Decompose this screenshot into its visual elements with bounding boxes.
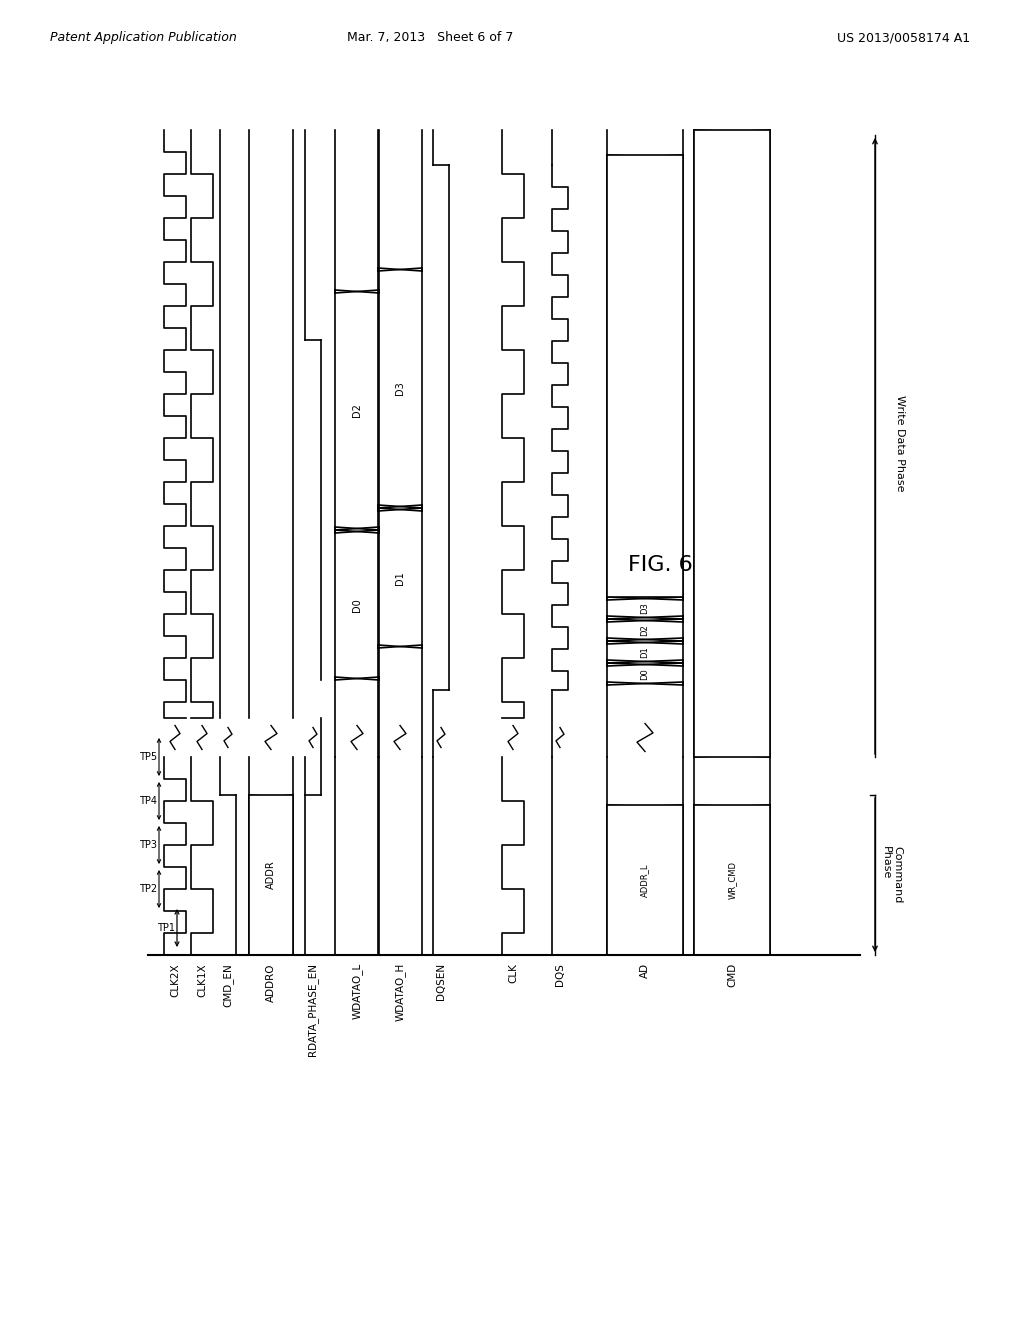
Text: TP4: TP4 — [139, 796, 157, 807]
Bar — [607, 154, 683, 597]
Text: TP1: TP1 — [157, 923, 175, 933]
Text: CMD: CMD — [727, 964, 737, 987]
Text: DQSEN: DQSEN — [436, 964, 446, 1001]
Text: D2: D2 — [640, 624, 649, 636]
Text: WDATAO_L: WDATAO_L — [351, 964, 362, 1019]
Bar — [694, 805, 770, 954]
Bar — [249, 795, 293, 954]
Text: CLK: CLK — [508, 964, 518, 983]
Text: ADDR: ADDR — [266, 861, 276, 890]
Text: D3: D3 — [395, 381, 406, 395]
Bar — [694, 129, 770, 756]
Bar — [694, 805, 770, 954]
Text: DQS: DQS — [555, 964, 565, 986]
Text: Command
Phase: Command Phase — [881, 846, 902, 904]
Text: TP5: TP5 — [139, 752, 157, 762]
Bar — [249, 795, 293, 954]
Text: CLK1X: CLK1X — [197, 964, 207, 997]
Bar — [694, 129, 770, 756]
Bar — [607, 805, 683, 954]
Text: D1: D1 — [395, 572, 406, 585]
Text: TP2: TP2 — [139, 884, 157, 894]
Text: D3: D3 — [640, 602, 649, 614]
Text: CMD_EN: CMD_EN — [222, 964, 233, 1007]
Text: D0: D0 — [640, 668, 649, 680]
Text: WR_CMD: WR_CMD — [727, 861, 736, 899]
Text: D0: D0 — [352, 598, 362, 612]
Text: D1: D1 — [640, 645, 649, 657]
Bar — [607, 154, 683, 597]
Text: FIG. 6: FIG. 6 — [628, 554, 692, 576]
Text: CLK2X: CLK2X — [170, 964, 180, 997]
Text: Patent Application Publication: Patent Application Publication — [50, 32, 237, 45]
Text: TP3: TP3 — [139, 840, 157, 850]
Text: D2: D2 — [352, 403, 362, 417]
Text: US 2013/0058174 A1: US 2013/0058174 A1 — [837, 32, 970, 45]
Text: ADDRO: ADDRO — [266, 964, 276, 1002]
Text: ADDR_L: ADDR_L — [640, 863, 649, 896]
Text: Write Data Phase: Write Data Phase — [895, 395, 905, 492]
Bar — [607, 805, 683, 954]
Text: Mar. 7, 2013   Sheet 6 of 7: Mar. 7, 2013 Sheet 6 of 7 — [347, 32, 513, 45]
Text: WDATAO_H: WDATAO_H — [394, 964, 406, 1022]
Text: RDATA_PHASE_EN: RDATA_PHASE_EN — [307, 964, 318, 1056]
Text: AD: AD — [640, 964, 650, 978]
